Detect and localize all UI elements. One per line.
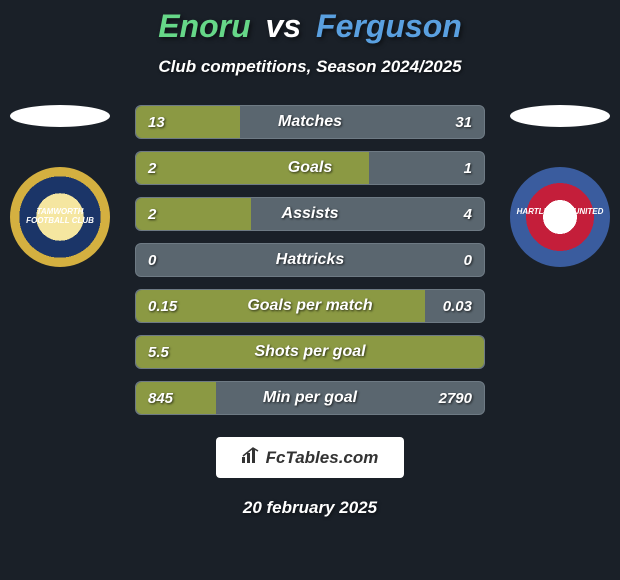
stat-label: Goals per match: [247, 297, 372, 315]
stat-label: Hattricks: [276, 251, 344, 269]
club-logo-label: HARTLEPOOL UNITED FC: [512, 204, 608, 230]
stat-label: Goals: [288, 159, 332, 177]
comparison-title: Enoru vs Ferguson: [158, 8, 462, 45]
infographic-container: Enoru vs Ferguson Club competitions, Sea…: [0, 0, 620, 580]
player1-silhouette: [10, 105, 110, 127]
player2-name: Ferguson: [316, 8, 462, 44]
attribution-badge: FcTables.com: [216, 437, 405, 478]
player2-club-logo: HARTLEPOOL UNITED FC: [510, 167, 610, 267]
chart-icon: [242, 447, 260, 468]
stat-right-value: 2790: [439, 390, 472, 407]
stat-left-value: 0: [148, 252, 156, 269]
subtitle: Club competitions, Season 2024/2025: [158, 57, 461, 77]
stat-row-min-per-goal: 845 Min per goal 2790: [135, 381, 485, 415]
right-column: HARTLEPOOL UNITED FC: [510, 105, 610, 267]
date-text: 20 february 2025: [243, 498, 377, 518]
attribution-text: FcTables.com: [266, 448, 379, 468]
stat-label: Matches: [278, 113, 342, 131]
stat-row-matches: 13 Matches 31: [135, 105, 485, 139]
stat-right-value: 0.03: [443, 298, 472, 315]
stat-left-value: 2: [148, 206, 156, 223]
stat-left-value: 5.5: [148, 344, 169, 361]
stat-row-shots-per-goal: 5.5 Shots per goal: [135, 335, 485, 369]
stat-right-value: 1: [464, 160, 472, 177]
stat-right-value: 4: [464, 206, 472, 223]
player1-club-logo: TAMWORTH FOOTBALL CLUB: [10, 167, 110, 267]
stat-row-goals-per-match: 0.15 Goals per match 0.03: [135, 289, 485, 323]
stat-row-hattricks: 0 Hattricks 0: [135, 243, 485, 277]
player1-name: Enoru: [158, 8, 250, 44]
stat-left-value: 2: [148, 160, 156, 177]
stat-right-value: 31: [455, 114, 472, 131]
stat-left-value: 845: [148, 390, 173, 407]
stat-fill: [136, 152, 369, 184]
stat-row-assists: 2 Assists 4: [135, 197, 485, 231]
stats-column: 13 Matches 31 2 Goals 1 2 Assists 4 0 Ha…: [135, 105, 485, 415]
club-logo-label: TAMWORTH FOOTBALL CLUB: [12, 204, 108, 230]
stat-label: Min per goal: [263, 389, 357, 407]
stat-label: Assists: [282, 205, 339, 223]
stat-left-value: 0.15: [148, 298, 177, 315]
vs-text: vs: [266, 8, 302, 44]
stat-label: Shots per goal: [254, 343, 365, 361]
player2-silhouette: [510, 105, 610, 127]
left-column: TAMWORTH FOOTBALL CLUB: [10, 105, 110, 267]
stat-right-value: 0: [464, 252, 472, 269]
stat-left-value: 13: [148, 114, 165, 131]
main-row: TAMWORTH FOOTBALL CLUB 13 Matches 31 2 G…: [0, 105, 620, 415]
stat-row-goals: 2 Goals 1: [135, 151, 485, 185]
